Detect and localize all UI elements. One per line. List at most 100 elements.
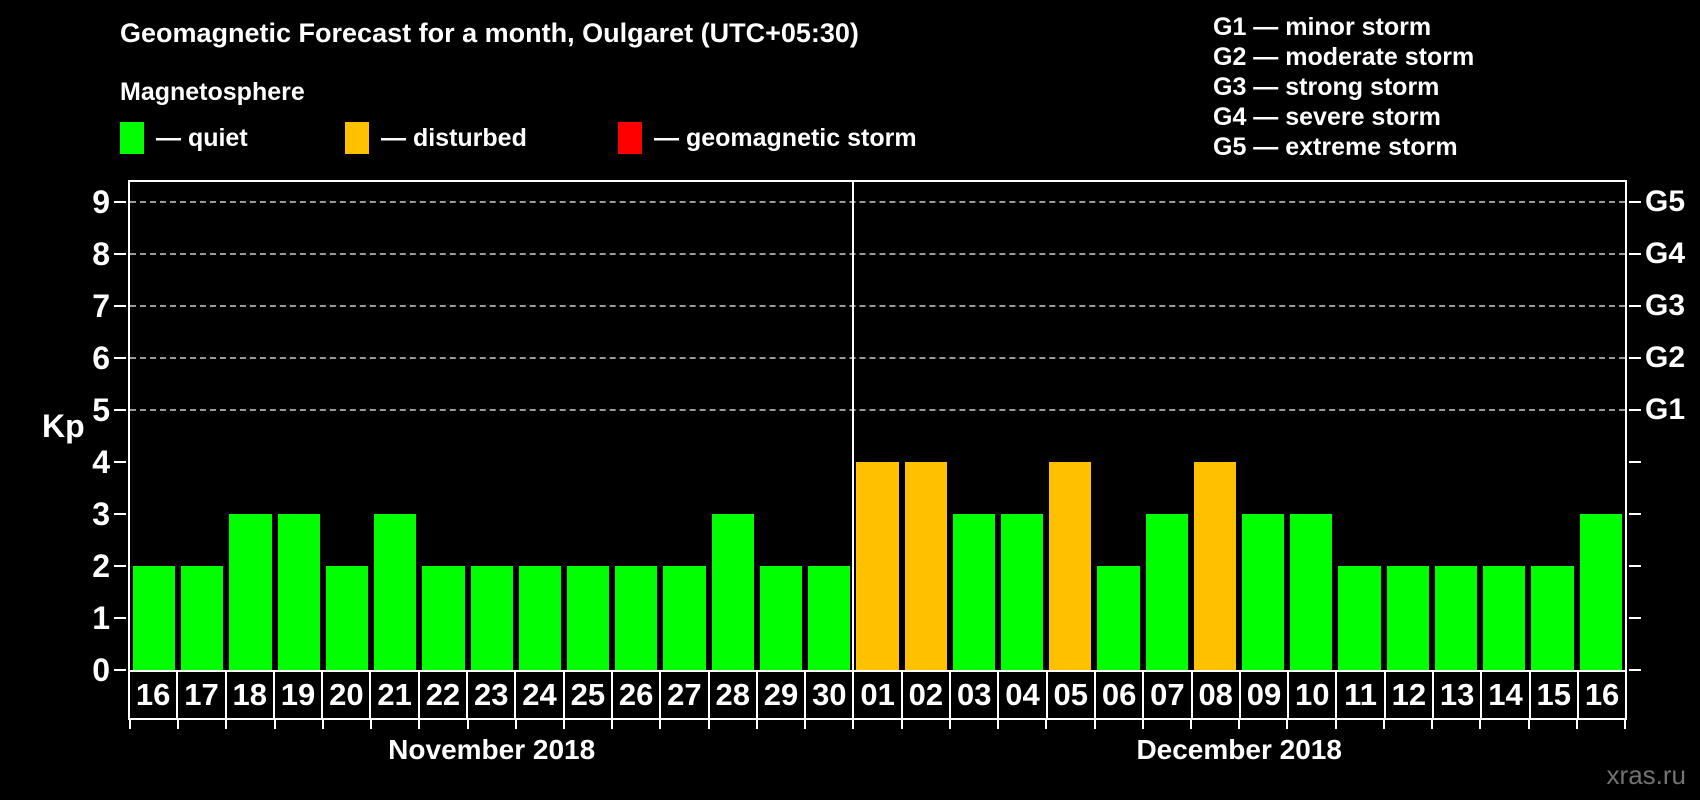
kp-bar: [1145, 514, 1188, 670]
y-tick: [114, 669, 126, 671]
right-axis-label-g2: G2: [1645, 341, 1686, 374]
date-boundary-tick: [370, 720, 373, 729]
y-tick: [114, 617, 126, 619]
quiet-color-swatch: [120, 122, 144, 154]
bar-column-13: [1432, 182, 1480, 670]
bar-column-06: [1094, 182, 1142, 670]
right-axis-label-g4: G4: [1645, 237, 1686, 270]
kp-bar: [374, 514, 417, 670]
bar-column-21: [371, 182, 419, 670]
bar-column-30: [805, 182, 853, 670]
date-boundary-tick: [466, 720, 469, 729]
kp-bar: [1434, 566, 1478, 670]
y-tick: [1629, 305, 1641, 307]
y-tick-label: 8: [92, 236, 110, 272]
y-tick-label: 1: [92, 600, 110, 636]
date-boundary-tick: [1575, 720, 1578, 729]
bar-column-05: [1046, 182, 1094, 670]
kp-bar: [229, 514, 272, 670]
kp-bar: [1242, 514, 1285, 670]
bar-column-16: [130, 182, 178, 670]
y-axis-label: Kp: [42, 408, 85, 444]
y-tick: [1629, 357, 1641, 359]
bar-column-04: [998, 182, 1046, 670]
bar-column-14: [1480, 182, 1528, 670]
storm-scale-g3: G3 — strong storm: [1213, 73, 1440, 101]
kp-bar: [470, 566, 513, 670]
y-tick: [114, 409, 126, 411]
date-label: 10: [1287, 670, 1338, 720]
y-tick: [114, 201, 126, 203]
kp-bar: [1386, 566, 1429, 670]
bar-column-20: [323, 182, 371, 670]
date-label: 09: [1238, 670, 1290, 720]
kp-bar: [808, 566, 851, 670]
kp-bar: [277, 514, 320, 670]
date-boundary-tick: [1624, 720, 1626, 729]
date-boundary-tick: [1527, 720, 1530, 729]
date-label: 18: [224, 670, 275, 720]
storm-scale-g2: G2 — moderate storm: [1213, 43, 1475, 71]
bar-column-22: [419, 182, 467, 670]
legend-label: — quiet: [156, 123, 248, 152]
date-label: 25: [562, 670, 613, 720]
kp-bar: [1483, 566, 1526, 670]
y-tick: [1629, 617, 1641, 619]
bar-column-08: [1191, 182, 1239, 670]
date-boundary-tick: [900, 720, 903, 729]
kp-bar: [422, 566, 465, 670]
date-boundary-tick: [1141, 720, 1144, 729]
y-tick: [1629, 409, 1641, 411]
date-boundary-tick: [755, 720, 758, 729]
date-boundary-tick: [1045, 720, 1048, 729]
kp-bar: [1193, 462, 1237, 670]
kp-bar: [1579, 514, 1622, 670]
gridline-kp-5: [130, 409, 1625, 411]
date-label: 30: [804, 670, 855, 720]
bar-column-24: [516, 182, 564, 670]
storm-scale-g1: G1 — minor storm: [1213, 13, 1432, 41]
date-boundary-tick: [1093, 720, 1096, 729]
storm-color-swatch: [618, 122, 642, 154]
date-boundary-tick: [129, 720, 131, 729]
y-tick-label: 3: [92, 496, 110, 532]
plot-area: 16 17 18 19 20 21 22 23 24 25 26 27 28 29 30 01 02 03 04 05…: [92, 180, 1685, 765]
bars-row: [130, 182, 1625, 670]
y-tick-label: 4: [92, 444, 110, 480]
kp-bar: [133, 566, 176, 670]
y-tick: [1629, 253, 1641, 255]
kp-bar: [1049, 462, 1092, 670]
legend-item-quiet: — quiet: [120, 120, 248, 156]
kp-bar: [952, 514, 995, 670]
date-label: 20: [321, 670, 372, 720]
bar-column-02: [902, 182, 950, 670]
y-tick-label: 2: [92, 548, 110, 584]
date-boundary-tick: [611, 720, 614, 729]
bar-column-26: [612, 182, 660, 670]
date-boundary-tick: [514, 720, 517, 729]
right-axis-label-g5: G5: [1645, 185, 1686, 218]
date-label: 15: [1528, 670, 1579, 720]
right-axis-label-g3: G3: [1645, 289, 1686, 322]
kp-bar: [1531, 566, 1574, 670]
date-label: 11: [1335, 670, 1386, 720]
kp-bar: [1000, 514, 1044, 670]
watermark: xras.ru: [1606, 760, 1686, 790]
date-boundary-tick: [1189, 720, 1192, 729]
date-label: 02: [900, 670, 952, 720]
y-tick: [1629, 565, 1641, 567]
date-label: 23: [466, 670, 517, 720]
bar-column-19: [275, 182, 323, 670]
y-tick: [114, 461, 126, 463]
date-boundary-tick: [321, 720, 324, 729]
date-label: 24: [514, 670, 565, 720]
date-boundary-tick: [997, 720, 1000, 729]
date-boundary-tick: [1479, 720, 1482, 729]
date-label: 13: [1432, 670, 1483, 720]
date-label: 01: [852, 670, 903, 720]
bar-column-16: [1577, 182, 1625, 670]
date-boundary-tick: [804, 720, 807, 729]
y-tick: [1629, 513, 1641, 515]
bar-column-27: [660, 182, 708, 670]
bar-column-17: [178, 182, 226, 670]
